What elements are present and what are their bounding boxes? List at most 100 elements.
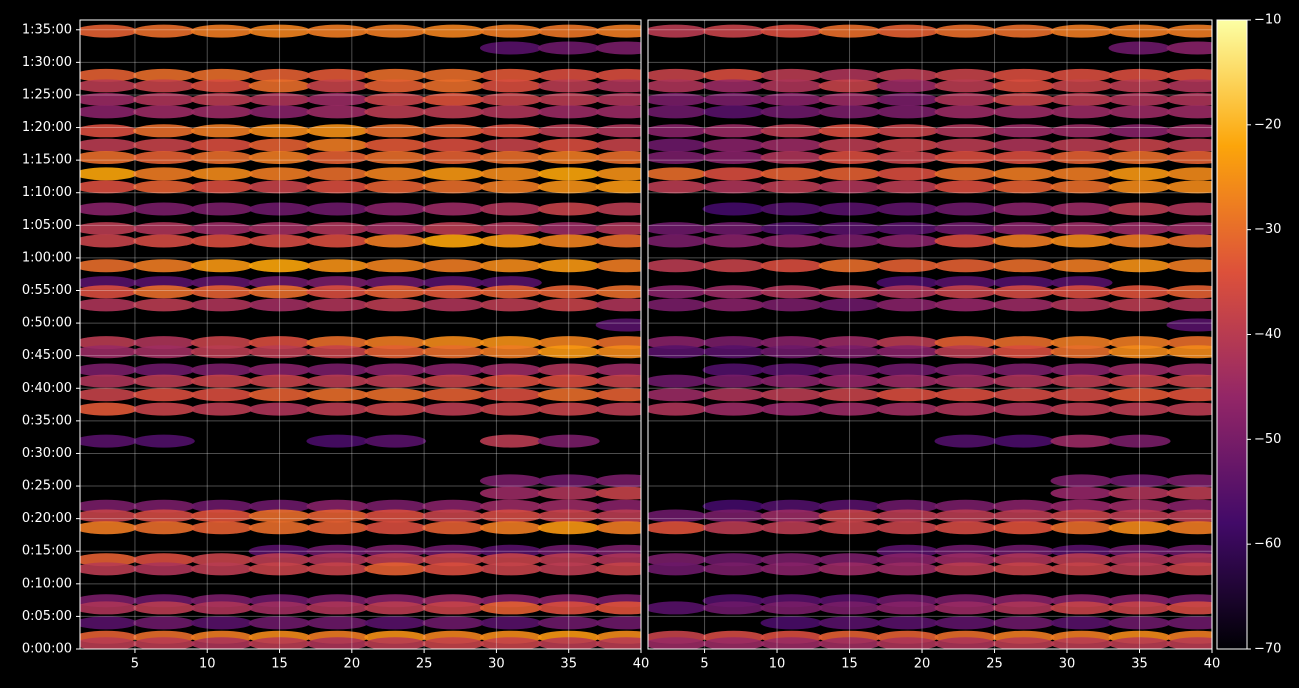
cell xyxy=(306,124,369,138)
cell xyxy=(306,601,369,615)
cell xyxy=(80,374,137,388)
cell xyxy=(1108,222,1171,236)
cell xyxy=(1108,363,1171,377)
cell xyxy=(306,336,369,350)
cell xyxy=(306,180,369,194)
cell xyxy=(80,509,137,523)
cell xyxy=(479,601,542,615)
y-tick-label: 0:20:00 xyxy=(22,511,72,526)
cell xyxy=(80,388,137,402)
cell xyxy=(876,363,939,377)
cell xyxy=(702,259,765,273)
cell xyxy=(934,601,997,615)
cell xyxy=(702,402,765,416)
cell xyxy=(364,93,427,107)
cell xyxy=(595,521,641,535)
cell xyxy=(306,276,369,290)
cell xyxy=(132,24,195,38)
cell xyxy=(422,345,484,359)
cell xyxy=(80,105,137,119)
cell xyxy=(479,68,542,82)
cell xyxy=(248,402,311,416)
cell xyxy=(132,276,195,290)
x-tick-label: 25 xyxy=(416,657,433,672)
cell xyxy=(364,298,427,312)
cell xyxy=(479,276,542,290)
cell xyxy=(760,68,823,82)
y-tick-label: 0:10:00 xyxy=(22,576,72,591)
cell xyxy=(190,285,253,299)
cell xyxy=(132,363,195,377)
cell xyxy=(248,285,311,299)
cell xyxy=(248,93,311,107)
cell xyxy=(422,285,484,299)
cell xyxy=(818,521,881,535)
cell xyxy=(537,336,600,350)
cell xyxy=(1166,318,1212,332)
cell xyxy=(760,285,823,299)
cell xyxy=(248,637,311,649)
cell xyxy=(1050,234,1113,248)
cell xyxy=(648,562,707,576)
cell xyxy=(1050,374,1113,388)
cell xyxy=(479,374,542,388)
cell xyxy=(702,151,765,165)
cell xyxy=(818,151,881,165)
cell xyxy=(1050,298,1113,312)
cell xyxy=(1166,388,1212,402)
cell xyxy=(1108,180,1171,194)
cell xyxy=(934,79,997,93)
cell xyxy=(306,234,369,248)
cell xyxy=(537,234,600,248)
cell xyxy=(248,374,311,388)
cell xyxy=(479,345,542,359)
cell xyxy=(1108,41,1171,55)
cell xyxy=(1166,374,1212,388)
cell xyxy=(1108,151,1171,165)
cell xyxy=(1050,68,1113,82)
cell xyxy=(422,24,484,38)
cell xyxy=(818,298,881,312)
cell xyxy=(364,374,427,388)
cell xyxy=(80,79,137,93)
cell xyxy=(876,285,939,299)
cell xyxy=(818,167,881,181)
cell xyxy=(648,180,707,194)
cell xyxy=(934,363,997,377)
cell xyxy=(364,234,427,248)
cell xyxy=(1166,68,1212,82)
cell xyxy=(479,105,542,119)
cell xyxy=(1108,637,1171,649)
y-tick-label: 0:25:00 xyxy=(22,479,72,494)
cell xyxy=(479,151,542,165)
cell xyxy=(422,276,484,290)
cell xyxy=(479,234,542,248)
cell xyxy=(1050,402,1113,416)
y-tick-label: 1:35:00 xyxy=(22,22,72,37)
cell xyxy=(818,616,881,630)
cell xyxy=(364,138,427,152)
cell xyxy=(702,509,765,523)
cell xyxy=(760,637,823,649)
cell xyxy=(648,93,707,107)
cell xyxy=(537,601,600,615)
cell xyxy=(132,521,195,535)
cell xyxy=(1166,259,1212,273)
cell xyxy=(648,345,707,359)
cell xyxy=(760,259,823,273)
cell xyxy=(80,616,137,630)
cell xyxy=(537,388,600,402)
cell xyxy=(595,363,641,377)
cell xyxy=(648,509,707,523)
cell xyxy=(1050,167,1113,181)
cell xyxy=(364,601,427,615)
cell xyxy=(422,601,484,615)
cell xyxy=(876,124,939,138)
cell xyxy=(934,434,997,448)
cell xyxy=(760,298,823,312)
cell xyxy=(80,521,137,535)
cell xyxy=(648,402,707,416)
cell xyxy=(364,553,427,567)
cell xyxy=(306,345,369,359)
cell xyxy=(537,124,600,138)
